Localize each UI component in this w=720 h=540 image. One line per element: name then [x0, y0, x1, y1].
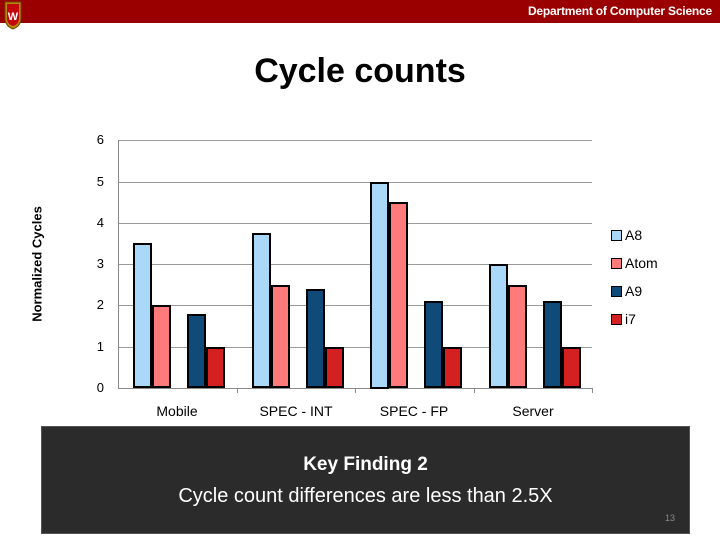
- key-finding-text: Cycle count differences are less than 2.…: [178, 485, 553, 507]
- legend-swatch-icon: [611, 313, 622, 325]
- bar-a8-mobile: [133, 243, 152, 388]
- bar-i7-server: [562, 347, 581, 388]
- bar-atom-spec-int: [271, 285, 290, 388]
- y-tick-label: 5: [96, 174, 104, 189]
- bar-atom-server: [508, 285, 527, 388]
- legend-swatch-icon: [611, 229, 622, 241]
- x-category-label: SPEC - INT: [259, 403, 333, 419]
- x-category-label: SPEC - FP: [379, 403, 449, 419]
- legend-swatch-icon: [611, 257, 622, 269]
- legend-label: Atom: [625, 255, 658, 271]
- gridline: [118, 305, 592, 306]
- key-finding-box: Key Finding 2 Cycle count differences ar…: [41, 426, 690, 534]
- legend-label: i7: [625, 311, 636, 327]
- y-axis: [118, 140, 119, 388]
- bar-a9-mobile: [187, 314, 206, 388]
- y-tick-label: 4: [96, 215, 104, 230]
- bar-i7-spec-fp: [443, 347, 462, 388]
- uw-crest-icon: W: [4, 1, 22, 30]
- x-tick-mark: [592, 388, 593, 393]
- bar-a8-spec-fp: [370, 182, 389, 389]
- y-tick-label: 0: [96, 380, 104, 395]
- gridline: [118, 223, 592, 224]
- department-name: Department of Computer Science: [527, 4, 712, 18]
- x-tick-mark: [474, 388, 475, 393]
- bar-a8-spec-int: [252, 233, 271, 388]
- legend-item-i7: i7: [611, 310, 636, 328]
- y-tick-label: 1: [96, 339, 104, 354]
- key-finding-title: Key Finding 2: [303, 454, 428, 475]
- legend-item-a8: A8: [611, 226, 642, 244]
- gridline: [118, 182, 592, 183]
- svg-text:W: W: [8, 11, 19, 23]
- x-category-label: Mobile: [156, 403, 198, 419]
- bar-atom-spec-fp: [389, 202, 408, 388]
- y-tick-label: 2: [96, 297, 104, 312]
- header-bar: W Department of Computer Science: [0, 0, 720, 30]
- gridline: [118, 347, 592, 348]
- bar-a8-server: [489, 264, 508, 388]
- y-tick-label: 6: [96, 132, 104, 147]
- legend-label: A8: [625, 227, 643, 243]
- slide-title: Cycle counts: [254, 52, 466, 90]
- gridline: [118, 264, 592, 265]
- bar-i7-mobile: [206, 347, 225, 388]
- y-axis-label: Normalized Cycles: [29, 206, 45, 322]
- bar-a9-server: [543, 301, 562, 388]
- legend-label: A9: [625, 283, 643, 299]
- gridline: [118, 140, 592, 141]
- x-category-label: Server: [512, 403, 554, 419]
- x-tick-mark: [237, 388, 238, 393]
- bar-atom-mobile: [152, 305, 171, 388]
- bar-a9-spec-fp: [424, 301, 443, 388]
- legend-item-a9: A9: [611, 282, 642, 300]
- page-number: 13: [664, 513, 675, 523]
- y-tick-label: 3: [96, 256, 104, 271]
- x-tick-mark: [355, 388, 356, 393]
- legend-item-atom: Atom: [611, 254, 658, 272]
- bar-a9-spec-int: [306, 289, 325, 388]
- bar-i7-spec-int: [325, 347, 344, 388]
- legend-swatch-icon: [611, 285, 622, 297]
